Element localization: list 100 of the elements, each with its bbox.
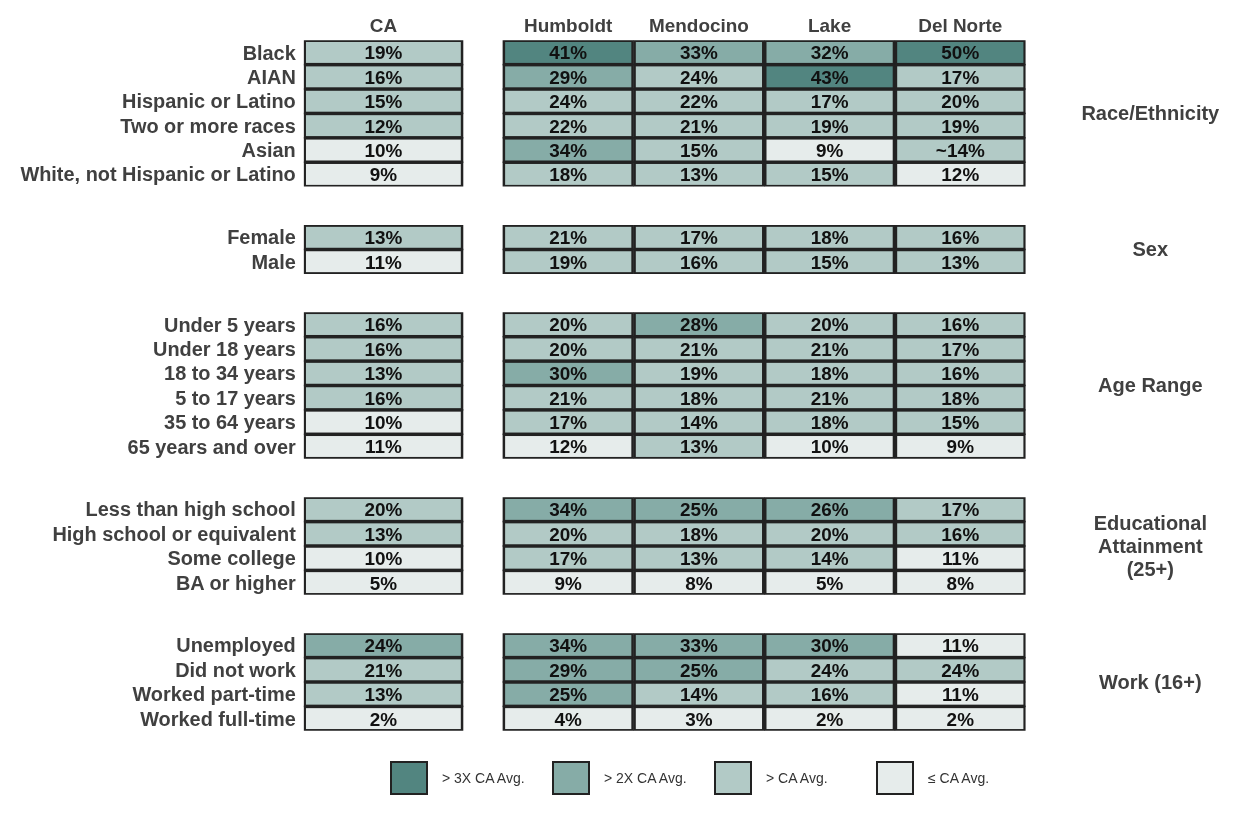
category-label: ≤ CA Avg.	[928, 770, 990, 786]
data-label: 11%	[941, 548, 979, 570]
data-label: 32%	[810, 42, 849, 64]
data-label: 33%	[679, 635, 719, 657]
y-tick-label: Two or more races	[120, 114, 296, 137]
data-label: 41%	[549, 42, 588, 64]
data-label: 9%	[554, 572, 583, 594]
y2-axis-title: Age Range	[1098, 374, 1203, 397]
data-label: 16%	[941, 523, 980, 545]
data-label: 11%	[364, 436, 402, 458]
y-tick-label: Did not work	[175, 658, 297, 681]
category-label: > 3X CA Avg.	[442, 770, 525, 786]
data-label: 16%	[364, 66, 403, 88]
data-label: 9%	[369, 164, 398, 186]
data-label: 13%	[364, 684, 403, 706]
data-label: 50%	[941, 42, 980, 64]
y-tick-label: 5 to 17 years	[175, 386, 296, 409]
y-tick-label: Black	[242, 41, 297, 64]
data-label: 18%	[679, 523, 719, 545]
data-label: 16%	[941, 227, 980, 249]
data-label: 25%	[549, 684, 588, 706]
x-tick-label: Humboldt	[524, 15, 614, 37]
category-label: > CA Avg.	[766, 770, 828, 786]
y-tick-label: 18 to 34 years	[164, 362, 296, 385]
y-tick-label: Female	[227, 226, 296, 249]
data-label: 13%	[679, 548, 719, 570]
y-tick-label: Less than high school	[85, 498, 296, 521]
data-label: 13%	[364, 363, 403, 385]
data-label: 21%	[810, 387, 849, 409]
data-label: 34%	[549, 635, 588, 657]
data-label: 9%	[946, 436, 975, 458]
data-label: 13%	[364, 227, 403, 249]
data-label: 8%	[685, 572, 713, 594]
data-label: 20%	[364, 499, 403, 521]
data-label: 30%	[810, 635, 849, 657]
data-label: 33%	[679, 42, 719, 64]
data-label: 26%	[810, 499, 849, 521]
data-label: 14%	[679, 684, 719, 706]
data-label: 19%	[679, 363, 719, 385]
y-tick-label: Some college	[167, 547, 296, 570]
data-label: 30%	[549, 363, 588, 385]
data-label: 12%	[549, 436, 588, 458]
y-tick-label: Unemployed	[176, 634, 296, 657]
data-label: 11%	[941, 684, 979, 706]
data-label: 25%	[679, 499, 719, 521]
data-label: 19%	[810, 115, 849, 137]
data-label: 43%	[810, 66, 849, 88]
data-label: 16%	[941, 314, 980, 336]
data-label: 15%	[679, 140, 719, 161]
data-label: 20%	[810, 523, 849, 545]
data-label: 22%	[549, 115, 588, 137]
y-tick-label: Worked part-time	[132, 683, 296, 706]
data-label: 15%	[810, 164, 849, 186]
data-label: 10%	[810, 436, 849, 458]
x-tick-label: CA	[369, 15, 398, 37]
data-label: 10%	[364, 548, 403, 570]
data-label: 19%	[364, 42, 403, 64]
y2-axis-title: Sex	[1132, 238, 1169, 261]
data-label: 5%	[369, 572, 398, 594]
data-label: 9%	[815, 140, 844, 161]
data-label: 21%	[549, 387, 588, 409]
data-label: 17%	[549, 412, 588, 434]
data-label: 17%	[549, 548, 588, 570]
data-label: 10%	[364, 412, 403, 434]
data-label: 24%	[810, 659, 849, 681]
y-tick-label: Hispanic or Latino	[122, 90, 296, 113]
data-label: 17%	[941, 66, 980, 88]
data-label: 18%	[679, 387, 719, 409]
data-label: 18%	[810, 227, 849, 249]
data-label: 34%	[549, 499, 588, 521]
data-label: 3%	[685, 708, 713, 730]
data-label: 8%	[946, 572, 975, 594]
y-tick-label: White, not Hispanic or Latino	[20, 163, 296, 186]
data-label: 2%	[815, 708, 844, 730]
y2-axis-title: Race/Ethnicity	[1081, 102, 1220, 125]
data-label: 14%	[679, 412, 719, 434]
x-tick-label: Del Norte	[918, 15, 1003, 37]
data-label: 24%	[679, 66, 719, 88]
data-label: 19%	[549, 251, 588, 273]
y2-axis-title: Work (16+)	[1099, 670, 1202, 694]
y-tick-label: Under 5 years	[164, 313, 296, 336]
data-label: 18%	[941, 387, 980, 409]
y-tick-label: Male	[251, 250, 296, 273]
data-label: 18%	[549, 164, 588, 186]
data-label: 11%	[941, 635, 979, 657]
data-label: ~14%	[935, 140, 985, 161]
data-label: 20%	[549, 314, 588, 336]
x-tick-label: Mendocino	[649, 15, 749, 37]
data-label: 19%	[941, 115, 980, 137]
data-label: 21%	[549, 227, 588, 249]
data-label: 34%	[549, 140, 588, 161]
y-tick-label: Asian	[241, 139, 296, 162]
category-label: > 2X CA Avg.	[604, 770, 687, 786]
data-label: 24%	[549, 91, 588, 113]
y-tick-label: 35 to 64 years	[164, 411, 296, 434]
data-label: 16%	[810, 684, 849, 706]
y-tick-label: AIAN	[247, 65, 296, 88]
data-label: 20%	[549, 338, 588, 360]
data-label: 17%	[679, 227, 719, 249]
data-label: 25%	[679, 659, 719, 681]
